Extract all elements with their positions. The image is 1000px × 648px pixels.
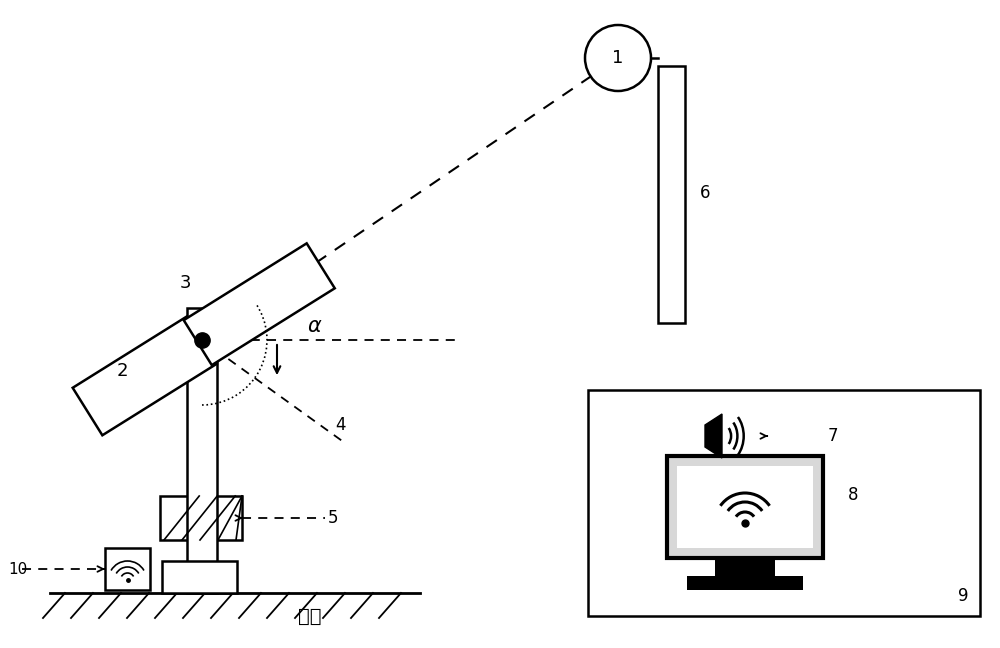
Bar: [160, 496, 242, 540]
Bar: [667, 456, 823, 558]
Bar: [687, 576, 803, 590]
Bar: [184, 244, 335, 365]
Text: 4: 4: [335, 416, 346, 434]
Bar: [588, 390, 980, 616]
Text: 10: 10: [8, 562, 27, 577]
Circle shape: [585, 25, 651, 91]
Bar: [677, 466, 813, 548]
Bar: [105, 548, 150, 590]
Text: 5: 5: [328, 509, 338, 527]
Bar: [187, 308, 217, 593]
Text: 8: 8: [848, 486, 858, 504]
Text: 6: 6: [700, 184, 710, 202]
Text: $\alpha$: $\alpha$: [307, 316, 322, 336]
Text: 7: 7: [828, 427, 838, 445]
Text: 地面: 地面: [298, 607, 322, 626]
Bar: [658, 66, 685, 323]
Bar: [73, 316, 217, 435]
Text: 3: 3: [179, 274, 191, 292]
Bar: [667, 456, 823, 558]
Text: 2: 2: [116, 362, 128, 380]
Text: 9: 9: [958, 587, 968, 605]
Polygon shape: [705, 414, 722, 458]
Bar: [162, 561, 237, 593]
Text: 1: 1: [612, 49, 624, 67]
Bar: [715, 556, 775, 578]
